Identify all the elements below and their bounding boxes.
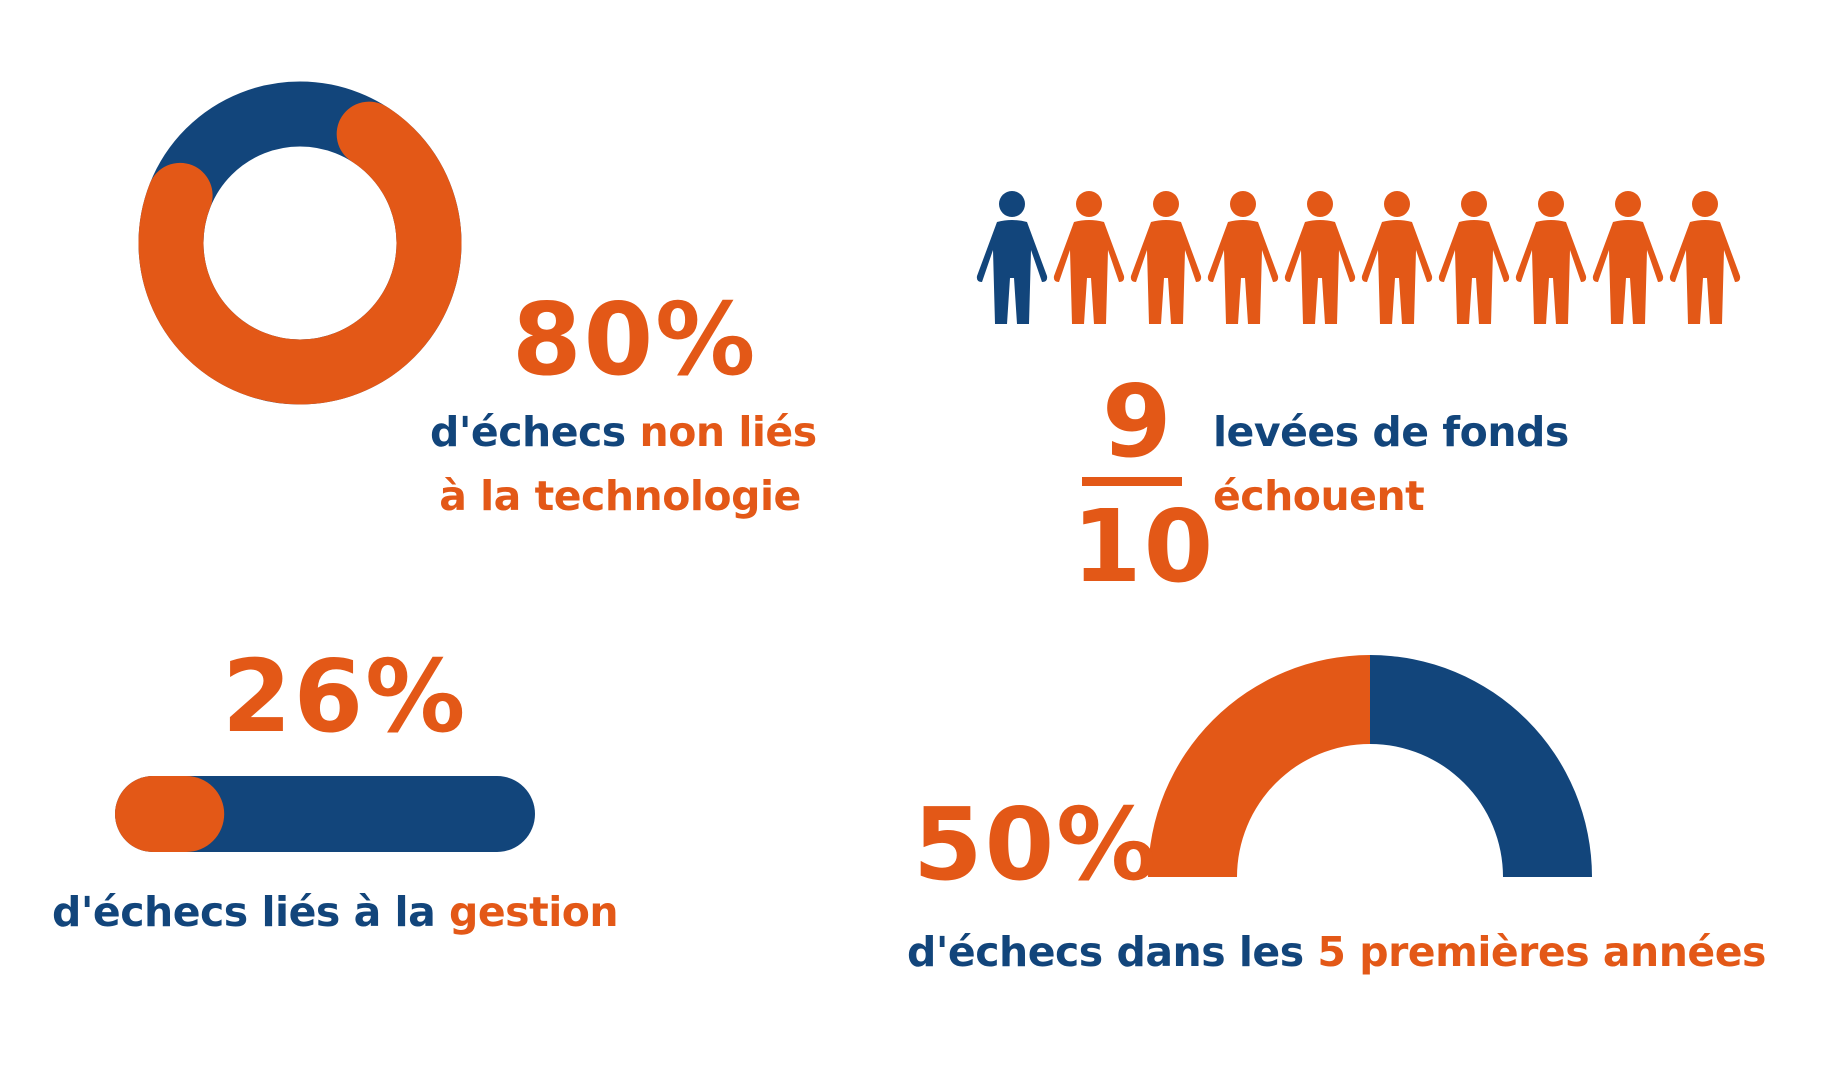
management-percent: 26% bbox=[222, 638, 468, 755]
donut-fill bbox=[138, 81, 462, 405]
tech-caption-text-a: d'échecs bbox=[430, 408, 640, 456]
first-years-percent: 50% bbox=[913, 786, 1159, 903]
management-caption: d'échecs liés à la gestion bbox=[52, 880, 619, 944]
person-icon bbox=[1591, 190, 1665, 328]
management-caption-text-b: gestion bbox=[449, 888, 619, 936]
stat-tech: 80% d'échecs non liés à la technologie bbox=[0, 0, 900, 560]
stat-fundraising: 9 10 levées de fonds échouent bbox=[960, 0, 1822, 600]
person-icon bbox=[1283, 190, 1357, 328]
person-icon bbox=[1052, 190, 1126, 328]
first-years-caption-text-b: 5 premières années bbox=[1317, 928, 1766, 976]
person-icon bbox=[1668, 190, 1742, 328]
first-years-caption: d'échecs dans les 5 premières années bbox=[907, 920, 1766, 984]
fraction-denominator: 10 bbox=[1072, 488, 1216, 605]
tech-caption-line2: à la technologie bbox=[439, 472, 801, 520]
progress-fill bbox=[115, 776, 225, 852]
half-donut-orange bbox=[1148, 655, 1370, 877]
fraction-bar bbox=[1082, 477, 1182, 486]
half-donut-chart bbox=[1148, 655, 1592, 877]
tech-caption: d'échecs non liés à la technologie bbox=[430, 400, 817, 528]
stat-first-years: 50% d'échecs dans les 5 premières années bbox=[880, 600, 1822, 1020]
first-years-caption-text-a: d'échecs dans les bbox=[907, 928, 1318, 976]
donut-chart bbox=[138, 81, 462, 405]
fraction-numerator: 9 bbox=[1102, 363, 1174, 480]
stat-management: 26% d'échecs liés à la gestion bbox=[0, 600, 900, 1000]
person-icon bbox=[1206, 190, 1280, 328]
person-icon bbox=[1437, 190, 1511, 328]
person-icon bbox=[975, 190, 1049, 328]
fundraising-caption-line2: échouent bbox=[1213, 472, 1425, 520]
progress-track bbox=[115, 776, 535, 852]
people-row bbox=[960, 190, 1760, 330]
person-icon bbox=[1129, 190, 1203, 328]
fundraising-caption-line1: levées de fonds bbox=[1213, 408, 1569, 456]
person-icon bbox=[1514, 190, 1588, 328]
tech-caption-line1: d'échecs non liés bbox=[430, 400, 817, 464]
tech-caption-text-b: non liés bbox=[639, 408, 818, 456]
person-icon bbox=[1360, 190, 1434, 328]
management-caption-text-a: d'échecs liés à la bbox=[52, 888, 450, 936]
half-donut-blue bbox=[1370, 655, 1592, 877]
progress-bar bbox=[115, 776, 535, 852]
tech-percent: 80% bbox=[512, 281, 758, 398]
